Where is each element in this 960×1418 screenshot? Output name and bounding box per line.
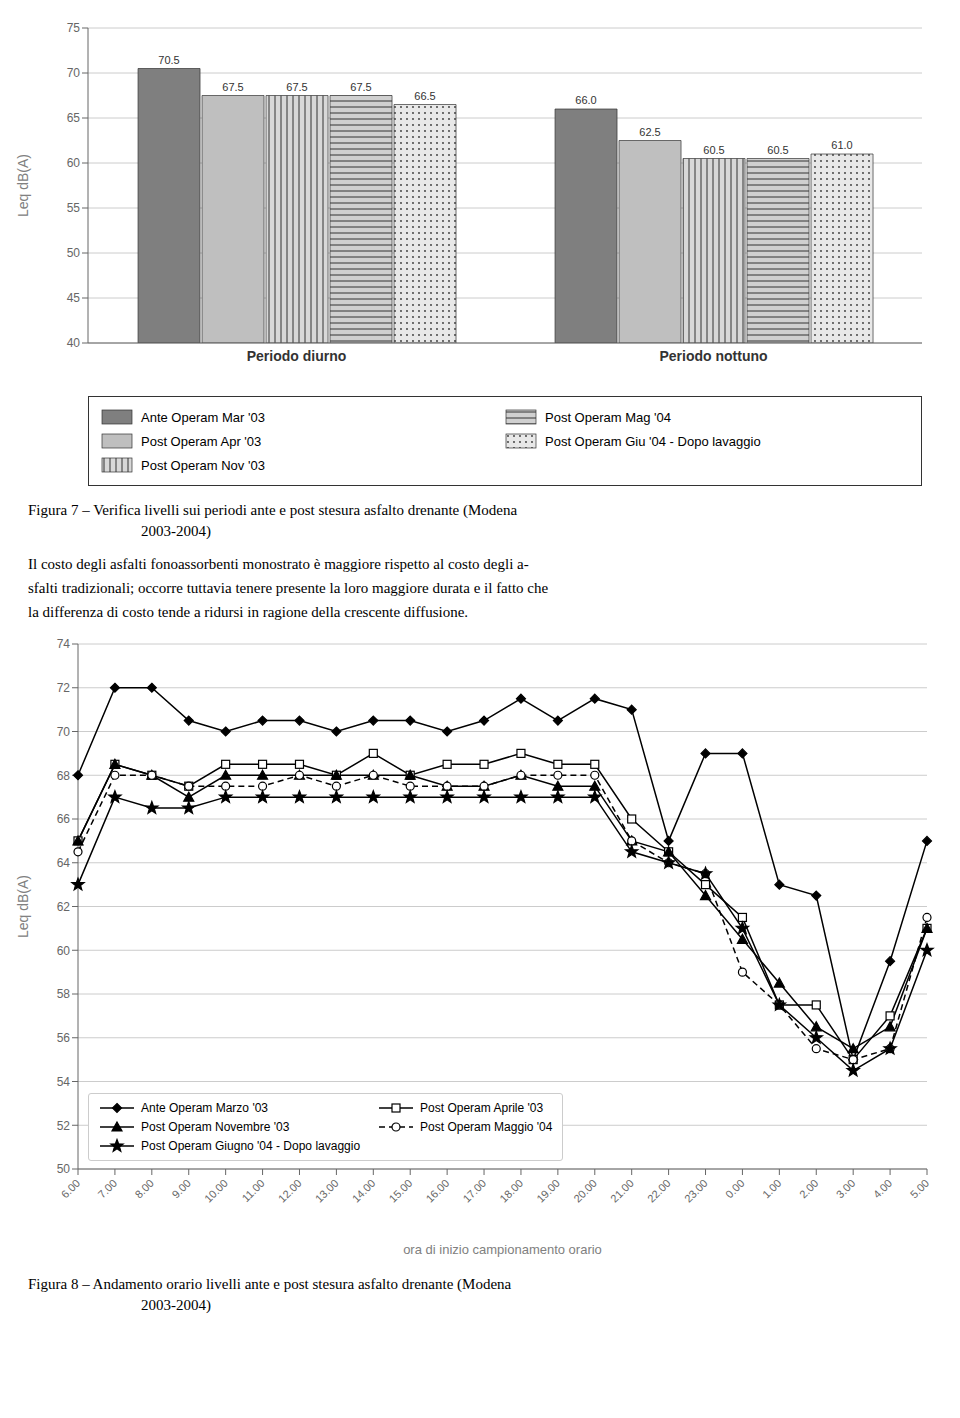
html-text:Post Operam Mag '04: Post Operam Mag '04 <box>545 409 671 425</box>
svg-text:3.00: 3.00 <box>834 1177 858 1201</box>
svg-text:67.5: 67.5 <box>350 81 371 93</box>
svg-text:61.0: 61.0 <box>831 139 852 151</box>
svg-text:8.00: 8.00 <box>132 1177 156 1201</box>
svg-text:1.00: 1.00 <box>760 1177 784 1201</box>
html-text:Post Operam Nov '03: Post Operam Nov '03 <box>141 457 265 473</box>
svg-text:64: 64 <box>57 856 71 870</box>
svg-text:0.00: 0.00 <box>723 1177 747 1201</box>
html-text:Post Operam Apr '03: Post Operam Apr '03 <box>141 433 262 449</box>
svg-text:16.00: 16.00 <box>423 1177 451 1205</box>
svg-text:22.00: 22.00 <box>645 1177 673 1205</box>
svg-text:7.00: 7.00 <box>96 1177 120 1201</box>
svg-text:Periodo nottuno: Periodo nottuno <box>659 348 767 364</box>
svg-text:68: 68 <box>57 769 71 783</box>
html-text:sfalti tradizionali; occorre t: sfalti tradizionali; occorre tuttavia te… <box>28 580 549 596</box>
svg-text:65: 65 <box>67 111 81 125</box>
svg-text:4.00: 4.00 <box>871 1177 895 1201</box>
html-text:Post Operam Aprile '03: Post Operam Aprile '03 <box>420 1101 544 1115</box>
svg-text:18.00: 18.00 <box>497 1177 525 1205</box>
html-text:la differenza di costo tende a: la differenza di costo tende a ridursi i… <box>28 604 469 620</box>
svg-text:2.00: 2.00 <box>797 1177 821 1201</box>
svg-text:58: 58 <box>57 987 71 1001</box>
svg-text:52: 52 <box>57 1119 71 1133</box>
svg-text:74: 74 <box>57 637 71 651</box>
html-text:2003-2004): 2003-2004) <box>141 523 211 539</box>
svg-text:54: 54 <box>57 1075 71 1089</box>
html-text:Il costo degli asfalti fonoass: Il costo degli asfalti fonoassorbenti mo… <box>28 556 529 572</box>
svg-text:60.5: 60.5 <box>703 144 724 156</box>
svg-text:Leq dB(A): Leq dB(A) <box>15 875 31 938</box>
svg-text:66: 66 <box>57 812 71 826</box>
html-text:Figura 8 – Andamento orario li: Figura 8 – Andamento orario livelli ante… <box>28 1276 512 1292</box>
svg-text:13.00: 13.00 <box>313 1177 341 1205</box>
svg-text:60.5: 60.5 <box>767 144 788 156</box>
svg-text:10.00: 10.00 <box>202 1177 230 1205</box>
svg-text:70: 70 <box>67 66 81 80</box>
html-text:Figura 7 – Verifica livelli su: Figura 7 – Verifica livelli sui periodi … <box>28 502 518 518</box>
svg-text:66.0: 66.0 <box>575 94 596 106</box>
svg-text:60: 60 <box>67 156 81 170</box>
svg-text:9.00: 9.00 <box>169 1177 193 1201</box>
html-text:Post Operam Giu '04 - Dopo lav: Post Operam Giu '04 - Dopo lavaggio <box>545 433 761 449</box>
svg-text:60: 60 <box>57 944 71 958</box>
svg-text:50: 50 <box>67 246 81 260</box>
html-text:Post Operam Giugno '04 - Dopo: Post Operam Giugno '04 - Dopo lavaggio <box>141 1139 361 1153</box>
svg-text:50: 50 <box>57 1162 71 1176</box>
html-text:Ante Operam Marzo '03: Ante Operam Marzo '03 <box>141 1101 268 1115</box>
svg-text:14.00: 14.00 <box>350 1177 378 1205</box>
svg-text:75: 75 <box>67 21 81 35</box>
html-text:2003-2004): 2003-2004) <box>141 1297 211 1313</box>
svg-text:21.00: 21.00 <box>608 1177 636 1205</box>
svg-text:72: 72 <box>57 681 71 695</box>
svg-text:Periodo diurno: Periodo diurno <box>247 348 347 364</box>
svg-text:67.5: 67.5 <box>286 81 307 93</box>
svg-text:70: 70 <box>57 725 71 739</box>
svg-text:19.00: 19.00 <box>534 1177 562 1205</box>
svg-text:ora di inizio campionamento or: ora di inizio campionamento orario <box>403 1242 602 1257</box>
html-text:Post Operam Novembre '03: Post Operam Novembre '03 <box>141 1120 290 1134</box>
html-text:Ante Operam Mar '03: Ante Operam Mar '03 <box>141 409 265 425</box>
svg-text:11.00: 11.00 <box>239 1177 266 1204</box>
svg-text:17.00: 17.00 <box>460 1177 488 1205</box>
svg-text:20.00: 20.00 <box>571 1177 599 1205</box>
svg-text:40: 40 <box>67 336 81 350</box>
svg-text:6.00: 6.00 <box>59 1177 83 1201</box>
svg-text:67.5: 67.5 <box>222 81 243 93</box>
svg-text:62: 62 <box>57 900 71 914</box>
svg-text:Leq dB(A): Leq dB(A) <box>15 154 31 217</box>
svg-text:23.00: 23.00 <box>682 1177 710 1205</box>
svg-text:15.00: 15.00 <box>387 1177 415 1205</box>
svg-text:12.00: 12.00 <box>276 1177 304 1205</box>
html-text:Post Operam Maggio '04: Post Operam Maggio '04 <box>420 1120 553 1134</box>
svg-text:5.00: 5.00 <box>908 1177 932 1201</box>
svg-text:55: 55 <box>67 201 81 215</box>
svg-text:62.5: 62.5 <box>639 126 660 138</box>
svg-text:70.5: 70.5 <box>158 54 179 66</box>
svg-text:56: 56 <box>57 1031 71 1045</box>
svg-text:45: 45 <box>67 291 81 305</box>
svg-text:66.5: 66.5 <box>414 90 435 102</box>
